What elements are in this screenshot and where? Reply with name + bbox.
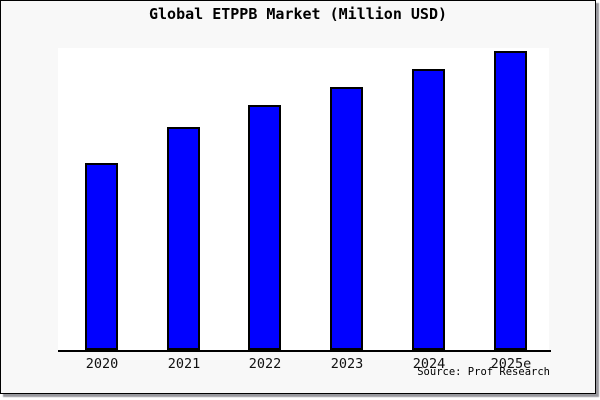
x-tick-label-2024: 2024	[412, 356, 446, 372]
x-tick-label-2020: 2020	[85, 356, 119, 372]
x-tick-label-2025e: 2025e	[490, 356, 532, 372]
source-credit: Source: Prof Research	[417, 366, 550, 378]
bar-2024	[412, 69, 445, 350]
x-tick-label-2021: 2021	[167, 356, 201, 372]
x-tick-label-2023: 2023	[330, 356, 364, 372]
plot-area	[58, 48, 549, 350]
bar-2023	[330, 87, 363, 350]
bar-2020	[85, 163, 118, 350]
bar-2025e	[494, 51, 527, 350]
bar-2021	[167, 127, 200, 350]
bar-2022	[248, 105, 281, 350]
x-axis-line	[58, 350, 551, 352]
chart-title: Global ETPPB Market (Million USD)	[148, 5, 447, 23]
x-tick-label-2022: 2022	[248, 356, 282, 372]
